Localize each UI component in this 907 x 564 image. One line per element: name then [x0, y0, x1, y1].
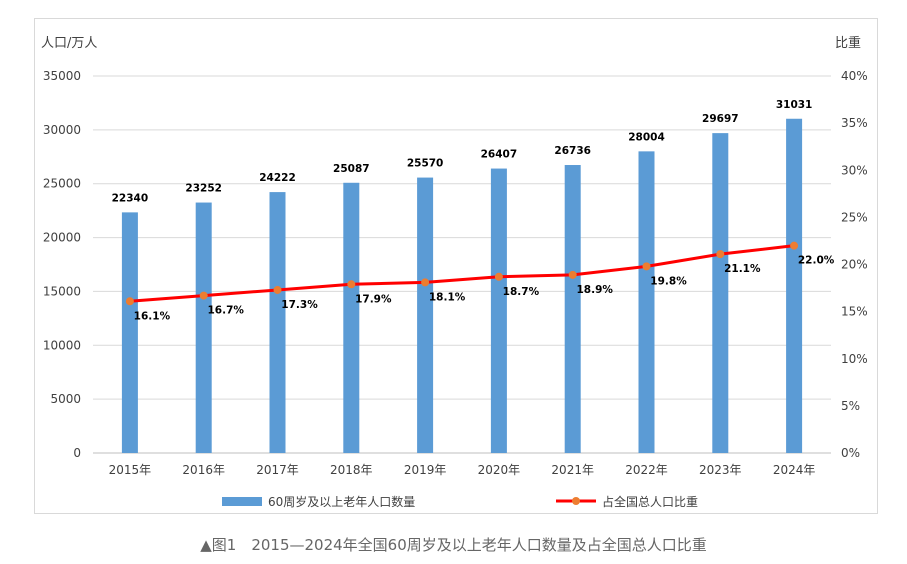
line-data-label: 21.1% — [724, 263, 761, 275]
right-axis-tick-label: 35% — [841, 116, 868, 130]
category-label: 2015年 — [109, 463, 152, 477]
left-axis-tick-label: 15000 — [43, 284, 81, 298]
bar — [564, 165, 581, 454]
legend-line-label: 占全国总人口比重 — [602, 494, 698, 509]
bar — [121, 212, 138, 453]
line-point — [125, 297, 134, 306]
bar-series — [121, 118, 803, 454]
category-label: 2020年 — [478, 463, 521, 477]
right-axis-tick-label: 10% — [841, 352, 868, 366]
figure-caption: ▲图1 2015—2024年全国60周岁及以上老年人口数量及占全国总人口比重 — [200, 536, 707, 554]
grid-lines — [93, 75, 831, 454]
bar — [269, 192, 286, 453]
category-label: 2019年 — [404, 463, 447, 477]
bar — [638, 151, 655, 453]
bar-data-label: 25087 — [333, 163, 370, 175]
category-label: 2018年 — [330, 463, 373, 477]
line-data-label: 16.7% — [207, 305, 244, 317]
right-axis-tick-label: 15% — [841, 305, 868, 319]
bar — [195, 202, 212, 453]
line-data-label: 18.9% — [576, 284, 613, 296]
line-value-labels: 16.1% 16.7% 17.3% 17.9% 18.1% 18.7% 18.9% 19.8%… — [134, 255, 835, 323]
bar-data-label: 28004 — [628, 131, 665, 143]
bar — [417, 177, 434, 453]
bar — [712, 133, 729, 453]
category-label: 2017年 — [256, 463, 299, 477]
bar-data-label: 31031 — [776, 99, 813, 111]
bar — [343, 182, 360, 454]
left-axis-tick-label: 35000 — [43, 69, 81, 83]
left-axis-tick-label: 25000 — [43, 177, 81, 191]
line-series — [125, 241, 799, 306]
legend-line-marker — [572, 497, 580, 505]
bar-data-label: 22340 — [112, 192, 149, 204]
line-path — [129, 244, 795, 303]
category-label: 2021年 — [551, 463, 594, 477]
left-axis-tick-label: 0 — [73, 446, 81, 460]
bar-data-label: 25570 — [407, 158, 444, 170]
line-point — [790, 241, 799, 250]
line-point — [347, 280, 356, 289]
line-point — [568, 270, 577, 279]
bar-data-label: 26407 — [481, 149, 518, 161]
left-axis-tick-label: 10000 — [43, 338, 81, 352]
category-label: 2022年 — [625, 463, 668, 477]
left-axis-title: 人口/万人 — [41, 36, 97, 51]
line-data-label: 17.9% — [355, 293, 392, 305]
line-point — [494, 272, 503, 281]
line-point — [421, 278, 430, 287]
right-axis-tick-label: 5% — [841, 399, 860, 413]
line-data-label: 19.8% — [650, 275, 687, 287]
chart-frame: 0 5000 10000 15000 20000 25000 30000 35000 0% 5%… — [34, 18, 878, 514]
line-data-label: 22.0% — [798, 255, 835, 267]
bar — [786, 118, 803, 453]
left-axis-tick-label: 30000 — [43, 123, 81, 137]
line-data-label: 17.3% — [281, 299, 318, 311]
bar-data-label: 24222 — [259, 172, 296, 184]
bar-data-label: 23252 — [185, 183, 222, 195]
line-point — [273, 285, 282, 294]
line-data-label: 18.7% — [503, 286, 540, 298]
category-label: 2024年 — [773, 463, 816, 477]
line-point — [716, 250, 725, 259]
bar-data-label: 29697 — [702, 113, 739, 125]
category-axis-labels: 2015年 2016年 2017年 2018年 2019年 2020年 2021年 2022年… — [109, 463, 816, 477]
left-axis-ticks: 0 5000 10000 15000 20000 25000 30000 35000 — [43, 69, 81, 460]
legend-bar-label: 60周岁及以上老年人口数量 — [268, 494, 415, 509]
line-point — [199, 291, 208, 300]
right-axis-title: 比重 — [835, 35, 861, 51]
right-axis-tick-label: 0% — [841, 446, 860, 460]
line-point — [642, 262, 651, 271]
category-label: 2023年 — [699, 463, 742, 477]
right-axis-tick-label: 30% — [841, 163, 868, 177]
category-label: 2016年 — [182, 463, 225, 477]
right-axis-tick-label: 25% — [841, 210, 868, 224]
left-axis-tick-label: 20000 — [43, 231, 81, 245]
bar — [490, 168, 507, 453]
right-axis-ticks: 0% 5% 10% 15% 20% 25% 30% 35% 40% — [841, 69, 868, 460]
line-data-label: 16.1% — [134, 310, 171, 322]
right-axis-tick-label: 20% — [841, 258, 868, 272]
left-axis-tick-label: 5000 — [50, 392, 81, 406]
line-data-label: 18.1% — [429, 291, 466, 303]
right-axis-tick-label: 40% — [841, 69, 868, 83]
chart-svg: 0 5000 10000 15000 20000 25000 30000 35000 0% 5%… — [41, 35, 868, 509]
legend: 60周岁及以上老年人口数量 占全国总人口比重 — [222, 494, 698, 509]
legend-bar-swatch — [222, 497, 262, 506]
bar-value-labels: 22340 23252 24222 25087 25570 26407 26736 28004… — [112, 99, 813, 205]
bar-data-label: 26736 — [554, 145, 591, 157]
